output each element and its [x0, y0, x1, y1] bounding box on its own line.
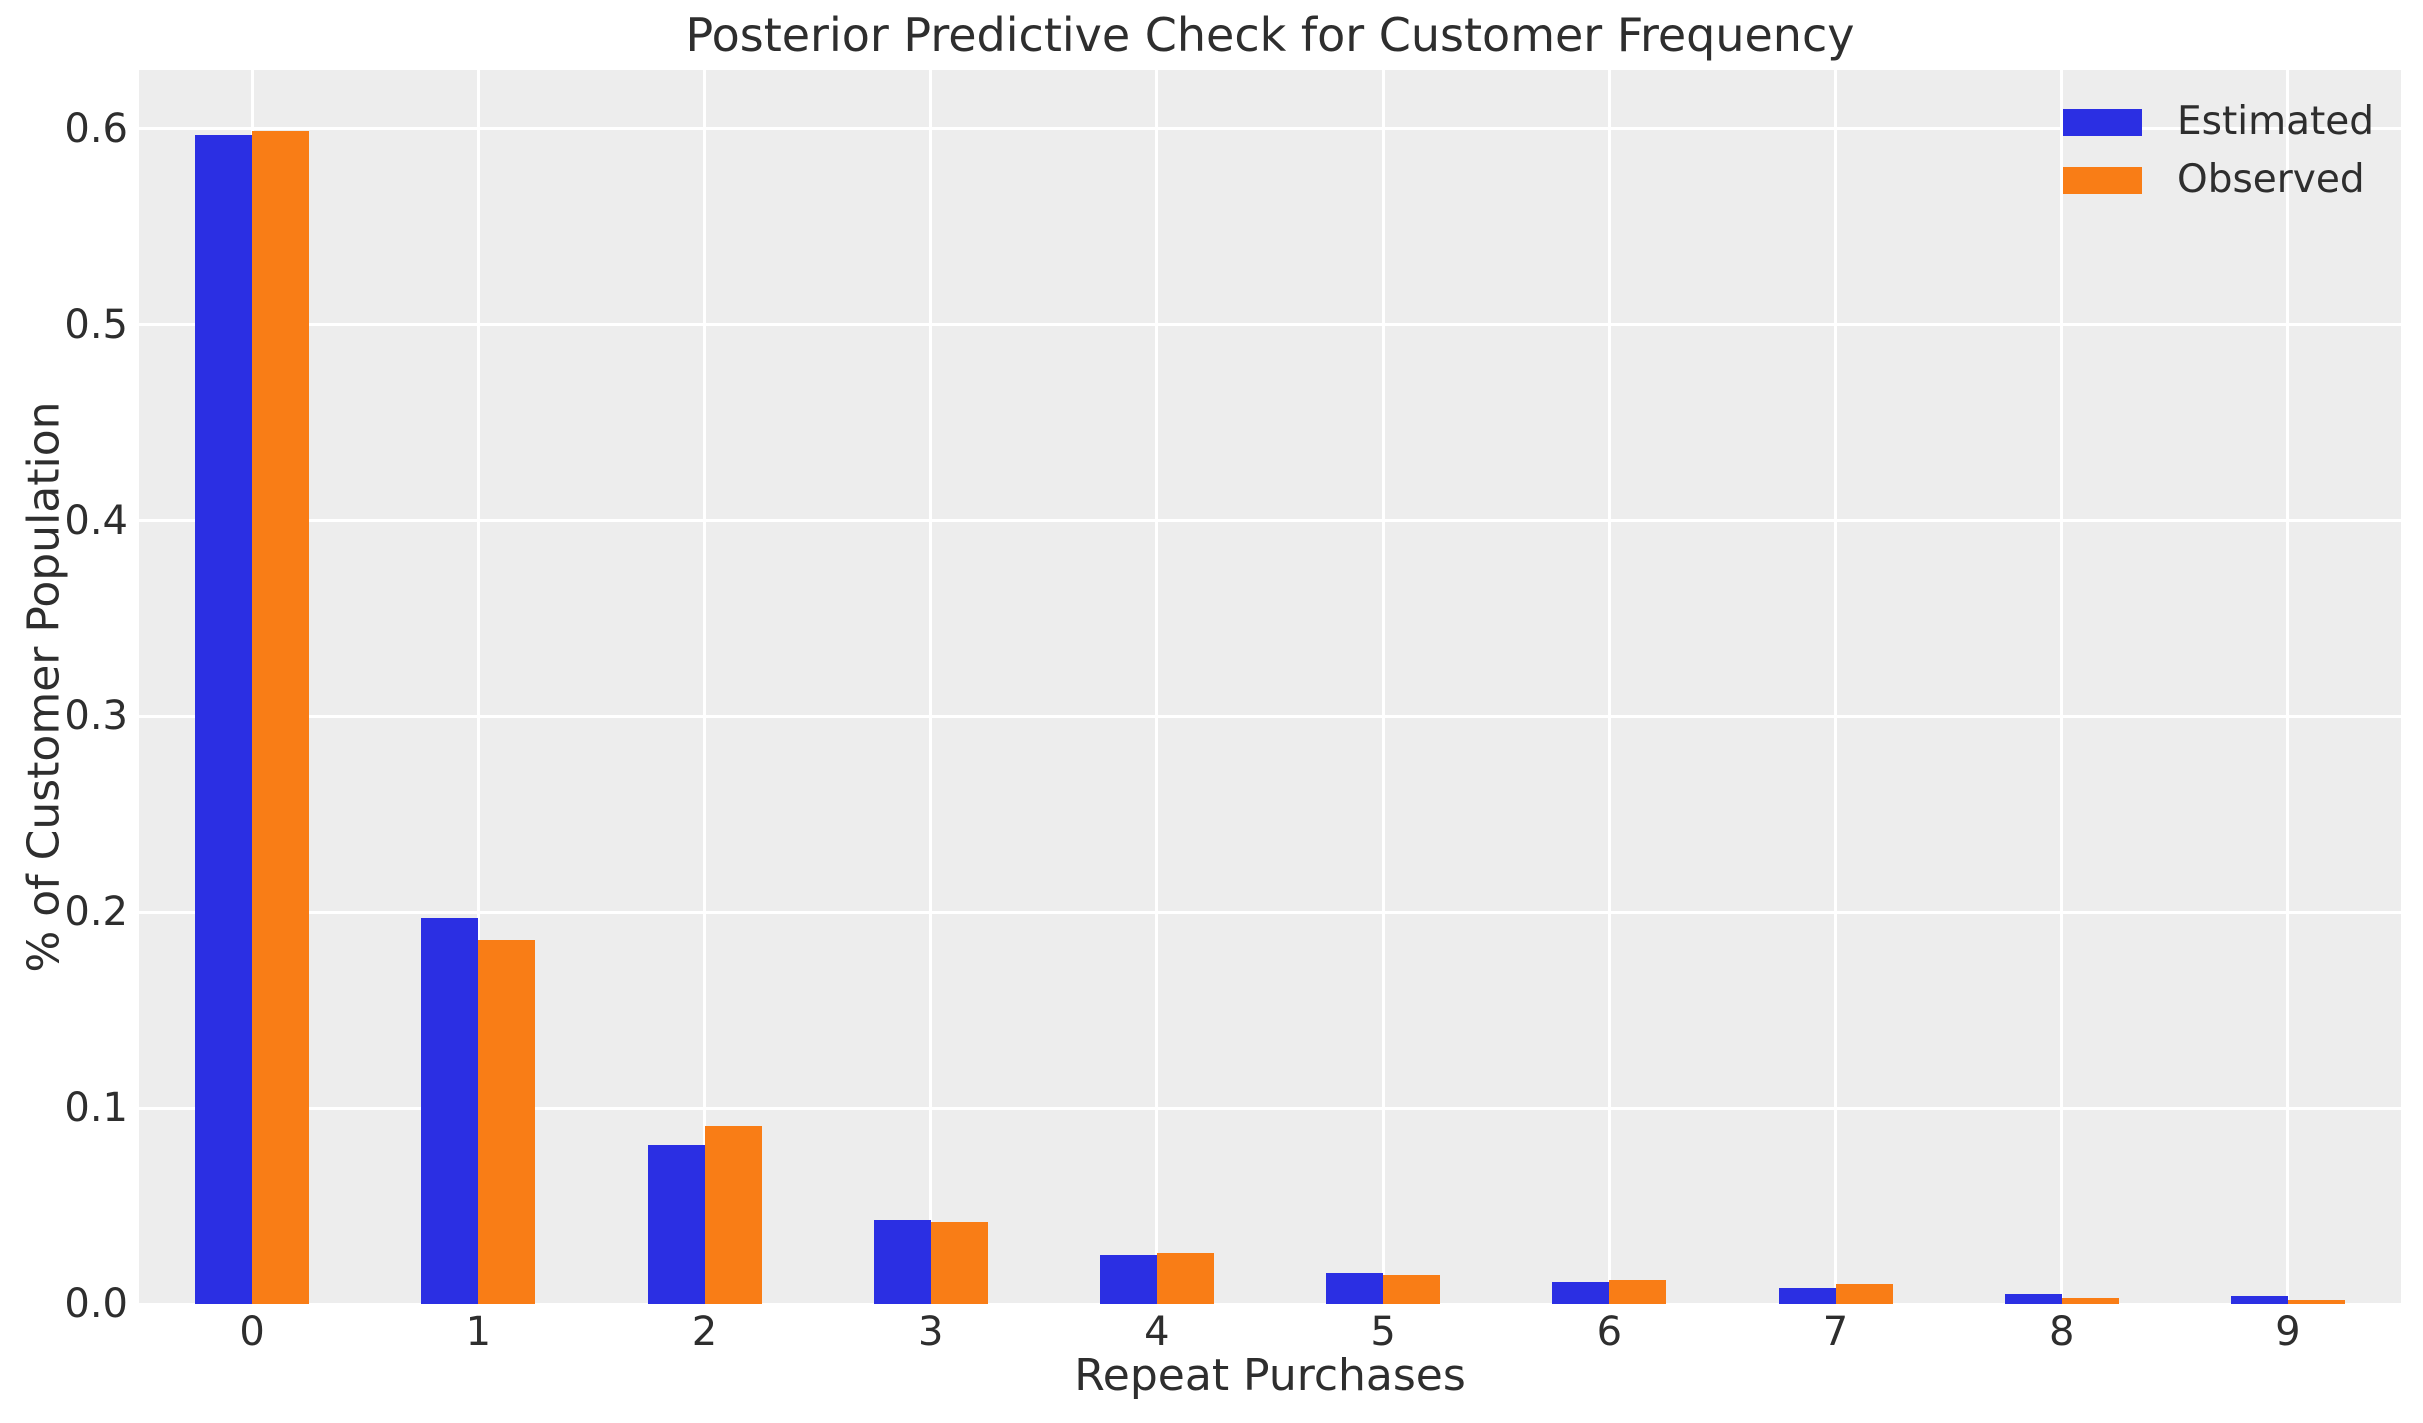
x-tick-label: 4: [1144, 1309, 1170, 1355]
gridline-h: [139, 1106, 2401, 1110]
gridline-h: [139, 519, 2401, 522]
bar-estimated-8: [2004, 1294, 2062, 1304]
x-tick-label: 1: [465, 1309, 492, 1355]
bar-observed-8: [2061, 1298, 2119, 1304]
gridline-v: [1834, 70, 1837, 1304]
x-tick-label: 9: [2275, 1309, 2301, 1355]
bar-observed-0: [252, 130, 310, 1304]
y-tick-label: 0.4: [64, 497, 128, 544]
x-tick-label: 5: [1370, 1309, 1396, 1355]
gridline-v: [2286, 70, 2290, 1304]
legend-swatch-observed-icon: [2063, 166, 2142, 194]
bar-estimated-0: [195, 134, 253, 1304]
bar-estimated-1: [421, 918, 479, 1304]
chart-title: Posterior Predictive Check for Customer …: [685, 8, 1855, 62]
bar-estimated-6: [1552, 1282, 1610, 1304]
gridline-h: [139, 714, 2401, 718]
bar-observed-9: [2287, 1300, 2345, 1304]
x-axis-label: Repeat Purchases: [1074, 1350, 1466, 1401]
y-axis-label: % of Customer Population: [18, 401, 70, 973]
legend-swatch-estimated-icon: [2063, 108, 2142, 136]
bar-observed-5: [1383, 1274, 1441, 1304]
gridline-v: [929, 70, 933, 1304]
y-tick-label: 0.1: [64, 1085, 128, 1132]
gridline-v: [1607, 70, 1611, 1304]
gridline-h: [139, 1302, 2401, 1304]
gridline-v: [2060, 70, 2064, 1304]
bar-observed-3: [930, 1221, 988, 1304]
legend-item: Estimated: [2063, 98, 2374, 146]
gridline-v: [703, 70, 706, 1304]
bar-estimated-3: [873, 1219, 931, 1304]
legend-label: Observed: [2177, 157, 2365, 202]
y-tick-label: 0.6: [64, 105, 128, 152]
gridline-h: [139, 323, 2401, 327]
bar-observed-4: [1156, 1253, 1214, 1304]
y-tick-label: 0.5: [64, 301, 128, 348]
gridline-v: [476, 70, 480, 1304]
bar-observed-6: [1609, 1280, 1667, 1304]
bar-estimated-9: [2230, 1296, 2288, 1304]
bar-observed-1: [478, 939, 536, 1304]
legend-label: Estimated: [2177, 99, 2375, 144]
x-tick-label: 0: [239, 1309, 265, 1355]
legend-item: Observed: [2063, 156, 2374, 204]
x-tick-label: 3: [917, 1309, 944, 1355]
bar-estimated-2: [647, 1145, 705, 1304]
gridline-h: [139, 127, 2401, 131]
y-tick-label: 0.2: [64, 889, 128, 936]
bar-estimated-4: [1099, 1255, 1157, 1304]
x-tick-label: 2: [691, 1309, 718, 1355]
x-tick-label: 6: [1596, 1309, 1623, 1355]
plot-area: [139, 70, 2401, 1304]
y-tick-label: 0.3: [64, 693, 128, 740]
gridline-v: [1155, 70, 1159, 1304]
x-tick-label: 8: [2048, 1309, 2075, 1355]
bar-observed-2: [704, 1125, 762, 1304]
y-tick-label: 0.0: [64, 1281, 128, 1327]
bar-observed-7: [1835, 1284, 1893, 1304]
x-tick-label: 7: [1822, 1309, 1849, 1355]
bar-estimated-5: [1326, 1272, 1384, 1304]
gridline-v: [1381, 70, 1385, 1304]
gridline-h: [139, 910, 2401, 914]
legend: Estimated Observed: [2063, 98, 2374, 204]
bar-estimated-7: [1778, 1288, 1836, 1304]
